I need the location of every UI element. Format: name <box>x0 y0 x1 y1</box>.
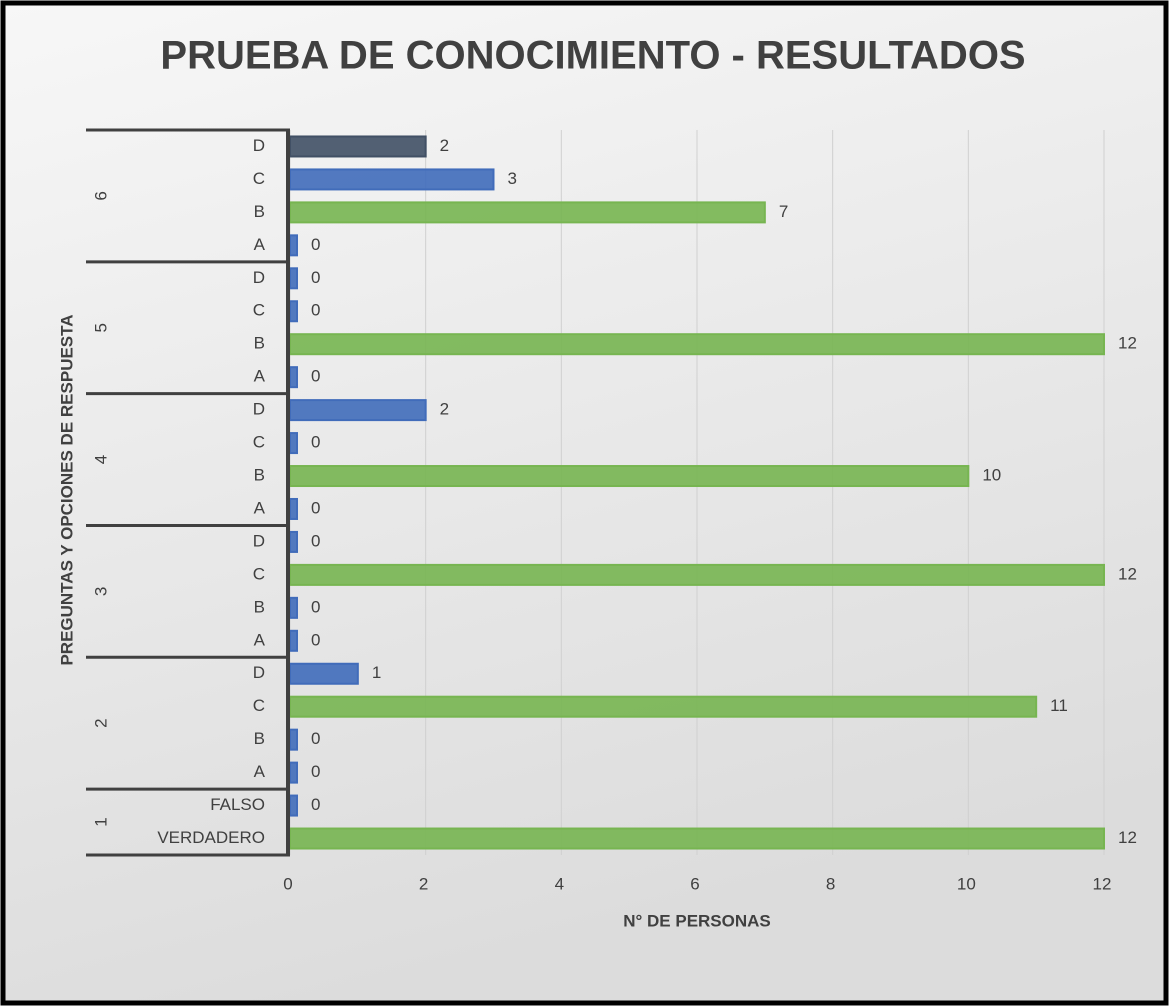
y-tick-label: FALSO <box>210 795 265 814</box>
group-label: 5 <box>91 323 110 332</box>
bar <box>289 465 970 488</box>
data-label: 11 <box>1050 696 1068 715</box>
bar <box>289 333 1105 356</box>
data-label: 0 <box>311 433 320 452</box>
data-label: 7 <box>779 202 788 221</box>
data-label: 0 <box>311 762 320 781</box>
data-label: 0 <box>311 367 320 386</box>
y-tick-label: B <box>254 202 265 221</box>
y-tick-label: C <box>253 301 265 320</box>
x-tick-label: 10 <box>957 874 976 893</box>
y-tick-label: D <box>253 136 265 155</box>
data-label: 2 <box>440 136 449 155</box>
y-tick-label: D <box>253 531 265 550</box>
bar <box>289 596 298 619</box>
bar <box>289 794 298 817</box>
y-tick-label: A <box>254 235 266 254</box>
x-tick-label: 0 <box>283 874 292 893</box>
x-axis-title: N° DE PERSONAS <box>623 911 771 930</box>
y-tick-label: B <box>254 466 265 485</box>
bar <box>289 168 495 191</box>
y-axis-title: PREGUNTAS Y OPCIONES DE RESPUESTA <box>57 314 76 665</box>
data-label: 10 <box>982 466 1001 485</box>
data-label: 0 <box>311 531 320 550</box>
bar <box>289 201 766 224</box>
y-tick-label: VERDADERO <box>157 828 265 847</box>
data-label: 2 <box>440 400 449 419</box>
y-tick-label: D <box>253 400 265 419</box>
bar <box>289 827 1105 850</box>
data-label: 0 <box>311 301 320 320</box>
y-tick-label: D <box>253 268 265 287</box>
data-label: 3 <box>508 169 517 188</box>
group-label: 1 <box>91 817 110 826</box>
group-label: 6 <box>91 191 110 200</box>
y-tick-label: D <box>253 663 265 682</box>
data-label: 0 <box>311 795 320 814</box>
group-label: 2 <box>91 718 110 727</box>
x-tick-label: 6 <box>690 874 699 893</box>
bar <box>289 234 298 257</box>
y-tick-label: B <box>254 729 265 748</box>
y-tick-label: B <box>254 597 265 616</box>
x-tick-label: 4 <box>555 874 564 893</box>
data-label: 12 <box>1118 334 1137 353</box>
bar <box>289 629 298 652</box>
y-tick-label: C <box>253 564 265 583</box>
bar <box>289 662 359 685</box>
data-label: 0 <box>311 268 320 287</box>
y-tick-label: C <box>253 433 265 452</box>
y-tick-label: A <box>254 762 266 781</box>
y-tick-label: A <box>254 630 266 649</box>
bar <box>289 497 298 520</box>
group-label: 4 <box>91 455 110 464</box>
bar <box>289 761 298 784</box>
bar <box>289 563 1105 586</box>
bar <box>289 728 298 751</box>
data-label: 12 <box>1118 828 1137 847</box>
bar <box>289 399 427 422</box>
data-label: 0 <box>311 729 320 748</box>
data-label: 12 <box>1118 564 1137 583</box>
chart-title: PRUEBA DE CONOCIMIENTO - RESULTADOS <box>160 34 1025 78</box>
bar <box>289 695 1038 718</box>
bar <box>289 267 298 290</box>
data-label: 0 <box>311 498 320 517</box>
y-tick-label: C <box>253 696 265 715</box>
bar <box>289 366 298 389</box>
data-label: 0 <box>311 597 320 616</box>
x-tick-label: 12 <box>1093 874 1112 893</box>
y-tick-label: B <box>254 334 265 353</box>
data-label: 0 <box>311 235 320 254</box>
data-label: 0 <box>311 630 320 649</box>
data-label: 1 <box>372 663 381 682</box>
bar <box>289 135 427 158</box>
group-label: 3 <box>91 587 110 596</box>
bar <box>289 300 298 323</box>
x-tick-label: 2 <box>419 874 428 893</box>
bar <box>289 530 298 553</box>
y-tick-label: C <box>253 169 265 188</box>
y-tick-label: A <box>254 498 266 517</box>
bar <box>289 432 298 455</box>
x-tick-label: 8 <box>826 874 835 893</box>
y-tick-label: A <box>254 367 266 386</box>
